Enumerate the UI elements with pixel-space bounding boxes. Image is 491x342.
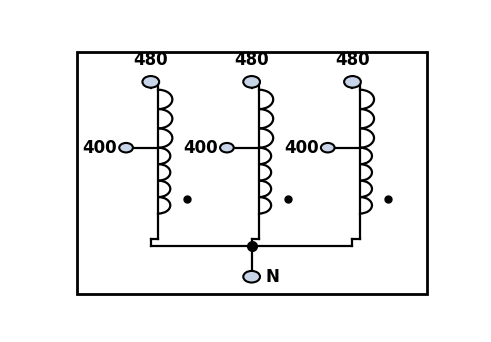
Text: 400: 400 (284, 139, 319, 157)
Text: 480: 480 (134, 51, 168, 69)
Circle shape (142, 76, 159, 88)
Circle shape (220, 143, 234, 153)
Circle shape (243, 271, 260, 282)
Circle shape (243, 76, 260, 88)
Text: 400: 400 (184, 139, 218, 157)
Circle shape (119, 143, 133, 153)
Text: 400: 400 (82, 139, 117, 157)
Text: N: N (266, 268, 279, 286)
Text: 480: 480 (234, 51, 269, 69)
Text: 480: 480 (335, 51, 370, 69)
Circle shape (344, 76, 361, 88)
Circle shape (321, 143, 334, 153)
